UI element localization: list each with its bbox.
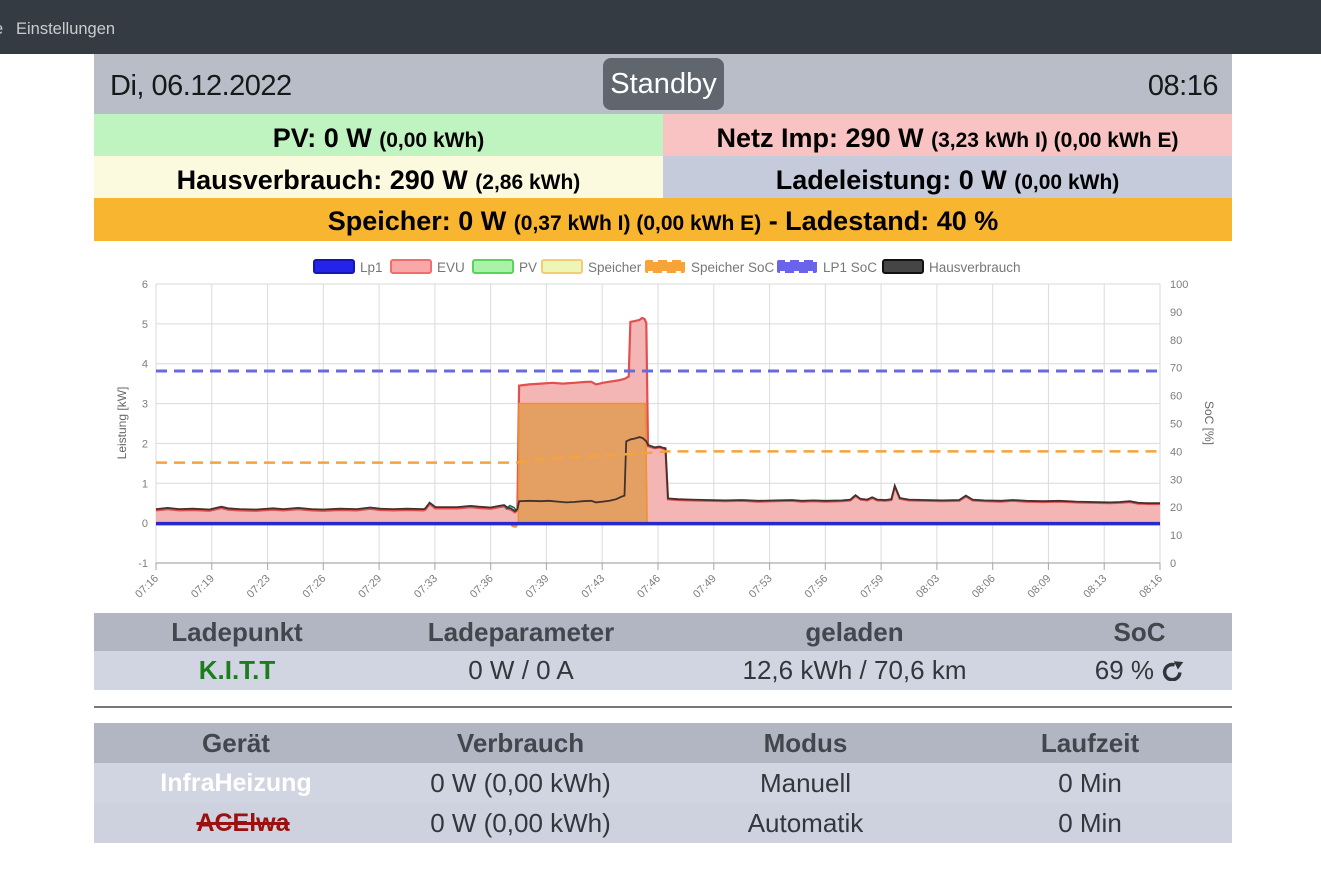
- svg-text:Speicher: Speicher: [588, 260, 642, 275]
- svg-text:PV: PV: [519, 260, 537, 275]
- svg-text:08:13: 08:13: [1081, 573, 1109, 601]
- svg-text:3: 3: [142, 399, 148, 411]
- svg-text:6: 6: [142, 279, 148, 291]
- svg-text:SoC [%]: SoC [%]: [1202, 401, 1216, 445]
- svg-text:90: 90: [1170, 307, 1182, 319]
- svg-text:Leistung [kW]: Leistung [kW]: [115, 387, 129, 460]
- svg-text:10: 10: [1170, 530, 1182, 542]
- svg-text:08:06: 08:06: [970, 573, 998, 601]
- svg-text:07:29: 07:29: [356, 573, 384, 601]
- svg-text:Lp1: Lp1: [360, 260, 383, 275]
- svg-text:08:09: 08:09: [1026, 573, 1054, 601]
- svg-text:0: 0: [1170, 558, 1176, 570]
- svg-text:07:39: 07:39: [524, 573, 552, 601]
- svg-text:70: 70: [1170, 363, 1182, 375]
- svg-text:07:59: 07:59: [858, 573, 886, 601]
- svg-text:07:49: 07:49: [691, 573, 719, 601]
- svg-text:07:43: 07:43: [579, 573, 607, 601]
- svg-text:07:46: 07:46: [635, 573, 663, 601]
- svg-text:07:19: 07:19: [189, 573, 217, 601]
- svg-text:EVU: EVU: [437, 260, 465, 275]
- svg-text:-1: -1: [138, 558, 148, 570]
- svg-text:08:03: 08:03: [914, 573, 942, 601]
- svg-text:0: 0: [142, 518, 148, 530]
- svg-text:40: 40: [1170, 446, 1182, 458]
- svg-text:100: 100: [1170, 279, 1188, 291]
- svg-text:5: 5: [142, 319, 148, 331]
- svg-text:Speicher SoC: Speicher SoC: [691, 260, 775, 275]
- svg-text:08:16: 08:16: [1137, 573, 1165, 601]
- svg-text:07:33: 07:33: [412, 573, 440, 601]
- svg-text:30: 30: [1170, 474, 1182, 486]
- svg-text:Hausverbrauch: Hausverbrauch: [929, 260, 1021, 275]
- svg-text:07:26: 07:26: [300, 573, 328, 601]
- svg-text:50: 50: [1170, 419, 1182, 431]
- svg-text:07:23: 07:23: [245, 573, 273, 601]
- svg-text:07:53: 07:53: [747, 573, 775, 601]
- svg-text:2: 2: [142, 438, 148, 450]
- svg-text:20: 20: [1170, 502, 1182, 514]
- svg-text:1: 1: [142, 478, 148, 490]
- svg-text:4: 4: [142, 359, 148, 371]
- svg-text:07:56: 07:56: [802, 573, 830, 601]
- svg-text:60: 60: [1170, 391, 1182, 403]
- svg-text:07:16: 07:16: [133, 573, 161, 601]
- svg-text:80: 80: [1170, 335, 1182, 347]
- svg-text:07:36: 07:36: [468, 573, 496, 601]
- svg-text:LP1 SoC: LP1 SoC: [823, 260, 877, 275]
